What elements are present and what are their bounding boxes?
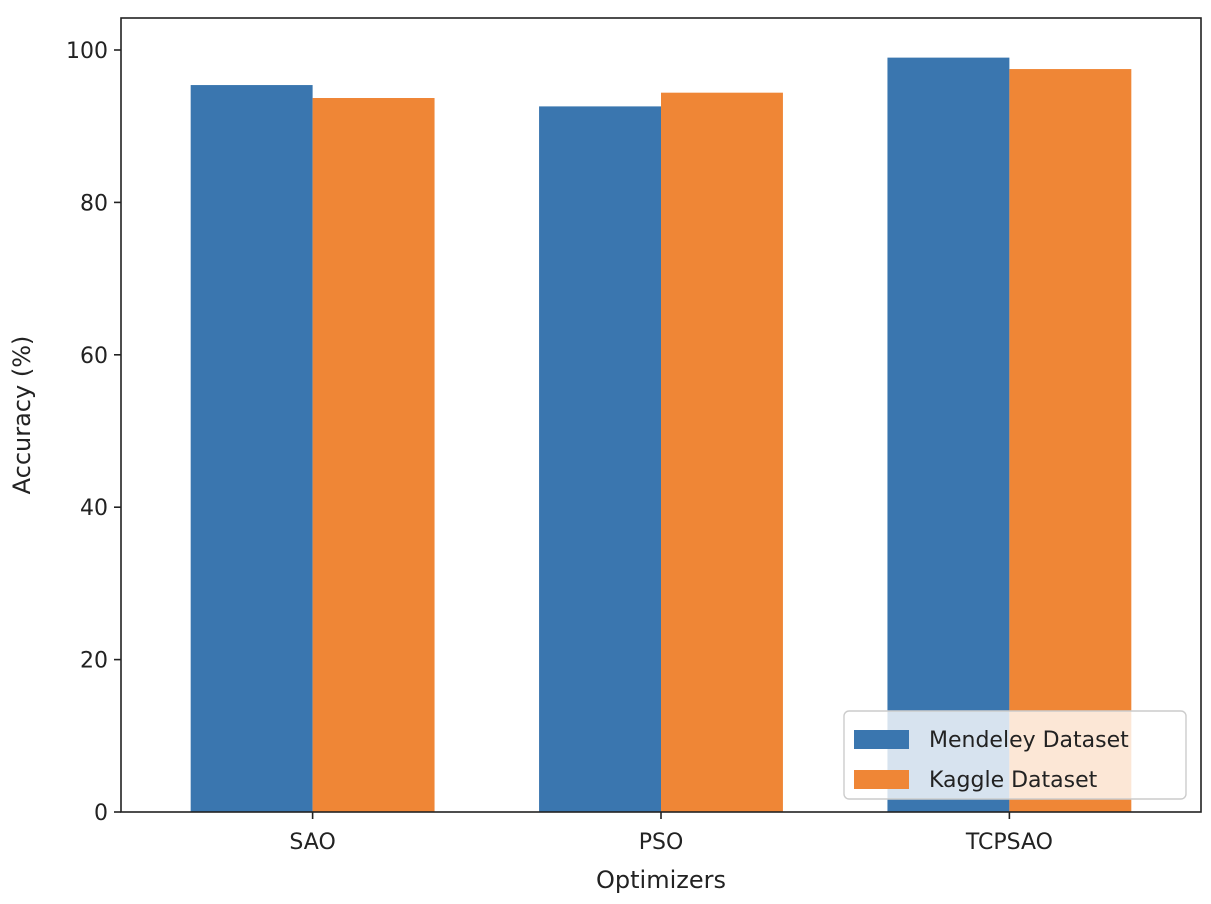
- y-axis-label: Accuracy (%): [8, 336, 36, 495]
- y-tick-label: 0: [94, 801, 108, 826]
- bar-mendeley-dataset-tcpsao: [887, 57, 1010, 813]
- y-tick-label: 60: [80, 344, 108, 369]
- x-tick-label-tcpsao: TCPSAO: [965, 830, 1053, 855]
- y-tick-label: 20: [80, 649, 108, 674]
- legend-box: [843, 710, 1187, 800]
- legend-swatch-mendeley-dataset: [854, 730, 909, 749]
- legend-label-mendeley-dataset: Mendeley Dataset: [929, 728, 1129, 753]
- y-axis: 0 20 40 60 80 100: [66, 39, 121, 826]
- legend: Mendeley Dataset Kaggle Dataset: [843, 710, 1187, 800]
- bar-kaggle-dataset-pso: [661, 92, 783, 813]
- legend-label-kaggle-dataset: Kaggle Dataset: [929, 768, 1098, 793]
- y-tick-label: 40: [80, 496, 108, 521]
- y-tick-label: 80: [80, 191, 108, 216]
- bar-kaggle-dataset-sao: [312, 98, 435, 813]
- bar-mendeley-dataset-pso: [539, 106, 661, 813]
- bar-kaggle-dataset-tcpsao: [1009, 69, 1132, 813]
- x-axis-label: Optimizers: [596, 866, 726, 894]
- x-tick-label-sao: SAO: [289, 830, 335, 855]
- legend-swatch-kaggle-dataset: [854, 770, 909, 789]
- bars-layer: [190, 57, 1132, 813]
- x-tick-label-pso: PSO: [639, 830, 684, 855]
- bar-mendeley-dataset-sao: [190, 85, 313, 812]
- x-axis: SAO PSO TCPSAO: [289, 812, 1053, 855]
- y-tick-label: 100: [66, 39, 108, 64]
